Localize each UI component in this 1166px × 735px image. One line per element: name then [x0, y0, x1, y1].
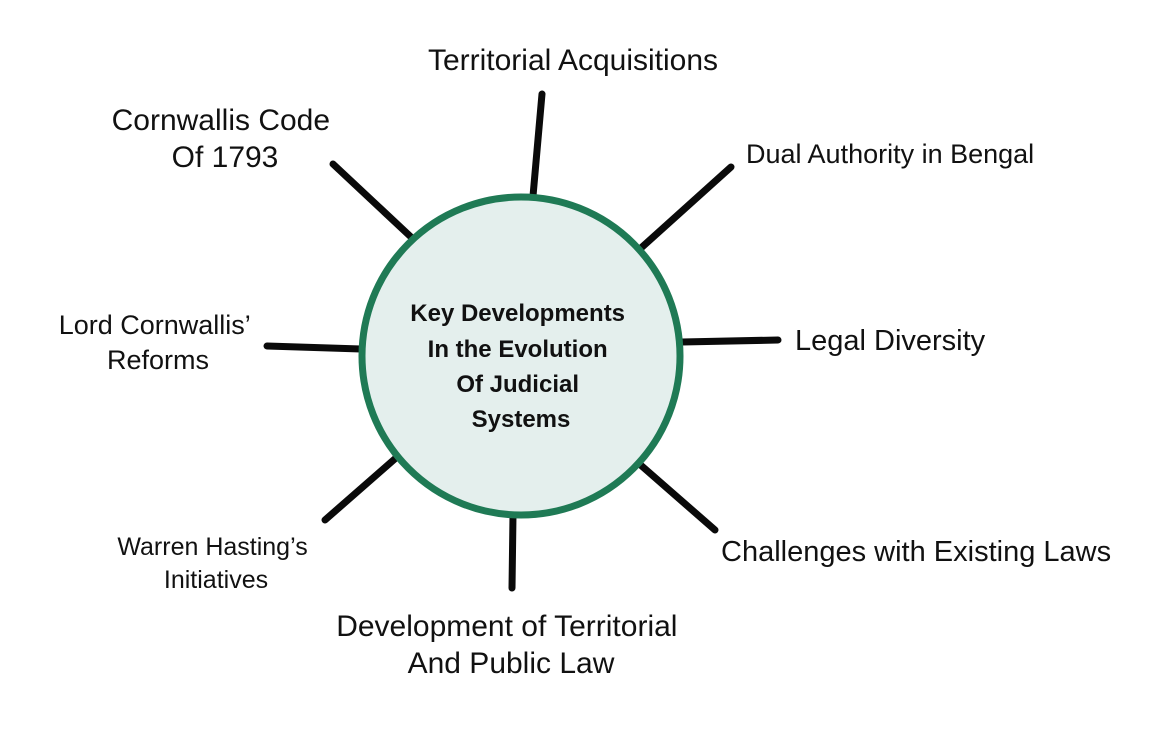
spoke-territorial-public-law — [508, 511, 517, 592]
central-topic-line-3: Of Judicial — [456, 371, 579, 398]
spoke-legal-diversity — [678, 336, 782, 346]
branch-territorial-public-law: Development of Territorial And Public La… — [336, 610, 686, 680]
branch-label-line: Legal Diversity — [795, 325, 986, 357]
branch-label-line: Dual Authority in Bengal — [746, 139, 1034, 169]
central-topic-line-2: In the Evolution — [428, 336, 608, 363]
branch-label-line: And Public Law — [408, 647, 615, 680]
central-topic-line-1: Key Developments — [410, 300, 625, 327]
central-topic: Key Developments In the Evolution Of Jud… — [410, 300, 631, 433]
spokes — [263, 90, 782, 592]
branch-label-line: Reforms — [107, 345, 209, 375]
central-circle — [358, 193, 684, 519]
branch-dual-authority: Dual Authority in Bengal — [746, 139, 1034, 169]
branch-label-line: Development of Territorial — [336, 610, 677, 643]
spoke-cornwallis-code — [329, 160, 415, 241]
branch-label-line: Challenges with Existing Laws — [721, 536, 1111, 568]
branch-label-line: Of 1793 — [172, 141, 279, 174]
branch-territorial-acquisitions: Territorial Acquisitions — [428, 44, 718, 77]
spoke-cornwallis-reforms — [263, 342, 365, 353]
spoke-territorial-acquisitions — [529, 90, 546, 200]
branch-label-line: Cornwallis Code — [112, 104, 330, 137]
spoke-challenges-existing-laws — [632, 457, 719, 534]
spoke-dual-authority — [637, 163, 735, 252]
branch-challenges-existing-laws: Challenges with Existing Laws — [721, 536, 1111, 568]
central-topic-line-4: Systems — [472, 406, 571, 433]
branch-label-line: Lord Cornwallis’ — [59, 310, 250, 340]
branch-legal-diversity: Legal Diversity — [795, 325, 986, 357]
branch-warren-hastings: Warren Hasting’s Initiatives — [117, 533, 314, 594]
branch-label-line: Warren Hasting’s — [117, 533, 307, 561]
branch-label-line: Territorial Acquisitions — [428, 44, 718, 77]
spoke-warren-hastings — [321, 453, 401, 524]
branch-label-line: Initiatives — [164, 566, 268, 594]
branch-cornwallis-code: Cornwallis Code Of 1793 — [112, 104, 339, 174]
branch-cornwallis-reforms: Lord Cornwallis’ Reforms — [59, 310, 258, 375]
